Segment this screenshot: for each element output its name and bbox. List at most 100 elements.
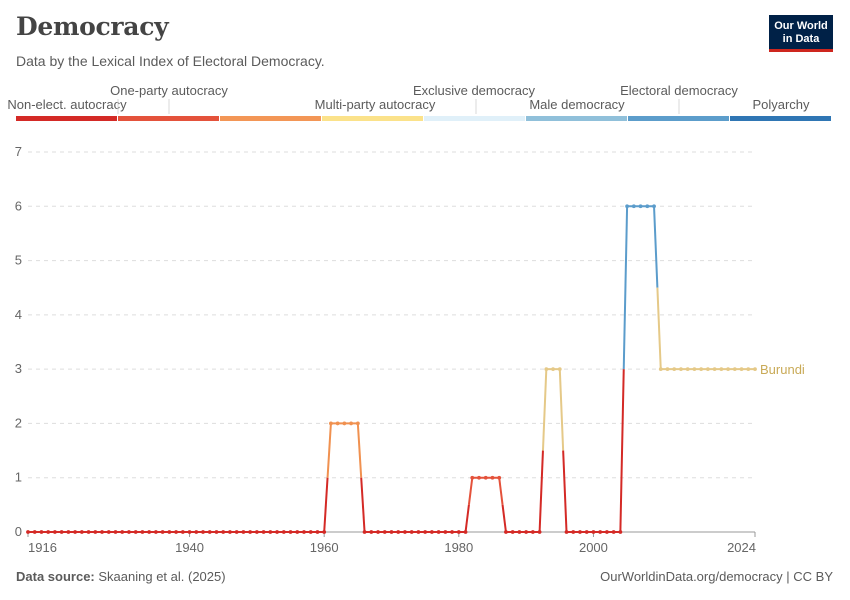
data-point[interactable]: [335, 421, 340, 426]
data-point[interactable]: [638, 204, 643, 209]
data-point[interactable]: [436, 530, 441, 534]
data-point[interactable]: [153, 530, 158, 534]
data-point[interactable]: [174, 530, 178, 534]
data-point[interactable]: [295, 530, 300, 534]
data-point[interactable]: [618, 530, 623, 534]
data-point[interactable]: [376, 530, 380, 534]
data-point[interactable]: [275, 530, 279, 534]
data-point[interactable]: [477, 475, 481, 480]
data-point[interactable]: [39, 530, 44, 534]
data-point[interactable]: [187, 530, 192, 534]
data-point[interactable]: [605, 530, 609, 534]
data-point[interactable]: [611, 530, 616, 534]
data-point[interactable]: [369, 530, 374, 534]
data-point[interactable]: [167, 530, 172, 534]
data-point[interactable]: [672, 367, 677, 372]
data-point[interactable]: [524, 530, 529, 534]
data-point[interactable]: [355, 421, 360, 426]
data-point[interactable]: [423, 530, 428, 534]
data-point[interactable]: [315, 530, 320, 534]
data-point[interactable]: [396, 530, 401, 534]
data-point[interactable]: [429, 530, 434, 534]
data-point[interactable]: [302, 530, 306, 534]
data-point[interactable]: [268, 530, 273, 534]
data-point[interactable]: [329, 421, 333, 426]
data-point[interactable]: [443, 530, 448, 534]
data-point[interactable]: [544, 367, 549, 372]
data-point[interactable]: [382, 530, 387, 534]
data-point[interactable]: [625, 204, 630, 209]
data-point[interactable]: [652, 204, 656, 209]
data-point[interactable]: [26, 530, 30, 534]
data-point[interactable]: [180, 530, 185, 534]
footer-credit[interactable]: OurWorldinData.org/democracy | CC BY: [600, 569, 833, 584]
data-point[interactable]: [497, 475, 502, 480]
data-point[interactable]: [281, 530, 286, 534]
data-point[interactable]: [699, 367, 704, 372]
data-point[interactable]: [389, 530, 394, 534]
data-point[interactable]: [658, 367, 663, 372]
data-point[interactable]: [578, 530, 582, 534]
data-point[interactable]: [571, 530, 576, 534]
data-point[interactable]: [416, 530, 421, 534]
data-point[interactable]: [308, 530, 313, 534]
data-point[interactable]: [564, 530, 569, 534]
data-point[interactable]: [288, 530, 293, 534]
data-point[interactable]: [349, 421, 354, 426]
data-point[interactable]: [113, 530, 118, 534]
data-point[interactable]: [79, 530, 84, 534]
data-point[interactable]: [201, 530, 205, 534]
data-point[interactable]: [470, 475, 475, 480]
data-point[interactable]: [59, 530, 64, 534]
data-point[interactable]: [53, 530, 57, 534]
data-point[interactable]: [739, 367, 744, 372]
data-point[interactable]: [127, 530, 131, 534]
data-point[interactable]: [753, 367, 757, 372]
data-point[interactable]: [403, 530, 407, 534]
data-point[interactable]: [463, 530, 468, 534]
data-point[interactable]: [692, 367, 697, 372]
data-point[interactable]: [537, 530, 542, 534]
data-point[interactable]: [551, 367, 555, 372]
data-point[interactable]: [591, 530, 596, 534]
data-point[interactable]: [665, 367, 670, 372]
data-point[interactable]: [322, 530, 327, 534]
data-point[interactable]: [248, 530, 253, 534]
data-point[interactable]: [120, 530, 125, 534]
data-point[interactable]: [456, 530, 461, 534]
data-point[interactable]: [530, 530, 535, 534]
data-point[interactable]: [234, 530, 239, 534]
data-point[interactable]: [409, 530, 414, 534]
data-point[interactable]: [221, 530, 226, 534]
data-point[interactable]: [342, 421, 347, 426]
data-point[interactable]: [732, 367, 737, 372]
data-point[interactable]: [241, 530, 246, 534]
data-point[interactable]: [261, 530, 266, 534]
data-point[interactable]: [584, 530, 589, 534]
data-point[interactable]: [214, 530, 219, 534]
data-point[interactable]: [140, 530, 145, 534]
data-point[interactable]: [705, 367, 710, 372]
data-source-text[interactable]: Skaaning et al. (2025): [98, 569, 226, 584]
data-point[interactable]: [207, 530, 212, 534]
data-point[interactable]: [746, 367, 751, 372]
data-point[interactable]: [510, 530, 515, 534]
data-point[interactable]: [598, 530, 603, 534]
data-point[interactable]: [133, 530, 138, 534]
data-point[interactable]: [362, 530, 367, 534]
data-point[interactable]: [557, 367, 562, 372]
data-point[interactable]: [483, 475, 488, 480]
data-point[interactable]: [712, 367, 717, 372]
data-point[interactable]: [254, 530, 259, 534]
data-point[interactable]: [679, 367, 683, 372]
data-point[interactable]: [46, 530, 51, 534]
data-point[interactable]: [645, 204, 650, 209]
data-point[interactable]: [93, 530, 98, 534]
data-point[interactable]: [517, 530, 522, 534]
data-point[interactable]: [160, 530, 165, 534]
data-point[interactable]: [450, 530, 454, 534]
data-point[interactable]: [147, 530, 152, 534]
data-point[interactable]: [631, 204, 636, 209]
data-point[interactable]: [490, 475, 495, 480]
data-point[interactable]: [685, 367, 690, 372]
